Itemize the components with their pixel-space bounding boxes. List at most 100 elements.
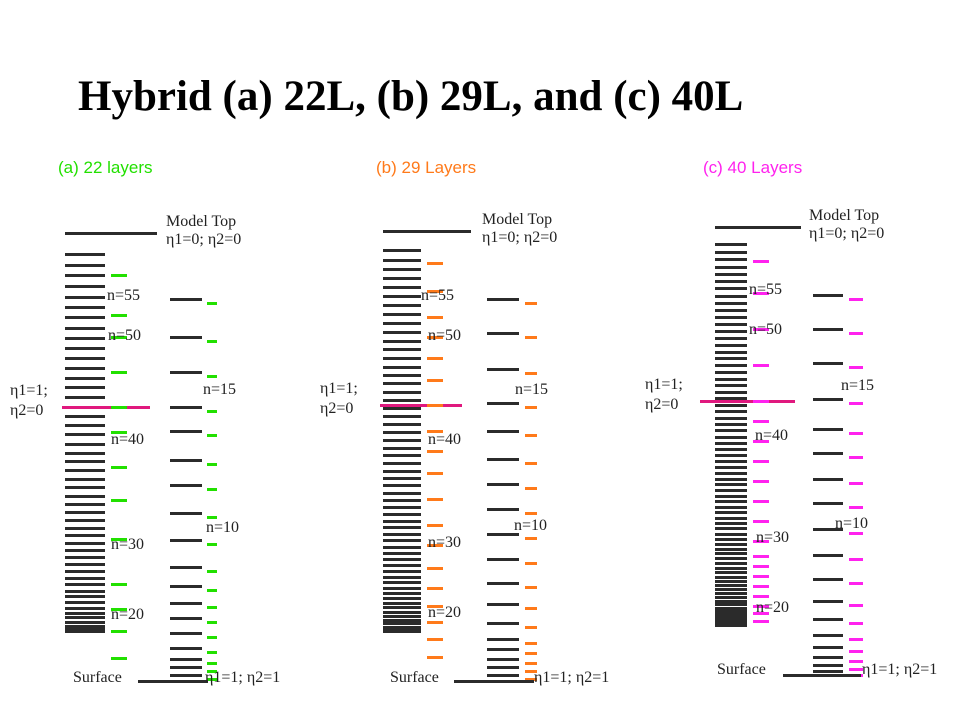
full-level (383, 391, 421, 394)
full-level (715, 323, 747, 326)
right-full-level (813, 294, 843, 297)
full-level (715, 436, 747, 439)
half-level-tick (427, 498, 443, 501)
right-full-level (487, 430, 519, 433)
full-level (715, 397, 747, 400)
half-level-tick (753, 585, 769, 588)
full-level (65, 337, 105, 340)
full-level (715, 580, 747, 583)
full-level (715, 364, 747, 367)
half-level-tick (427, 262, 443, 265)
half-level-tick (753, 460, 769, 463)
level-index-label: n=10 (514, 517, 548, 534)
full-level (383, 268, 421, 271)
right-half-level-tick (525, 512, 537, 515)
half-level-tick (753, 440, 769, 443)
full-level (383, 415, 421, 418)
full-level (715, 351, 747, 354)
full-level (383, 602, 421, 605)
full-level (715, 511, 747, 514)
right-half-level-tick (525, 406, 537, 409)
right-full-level (487, 458, 519, 461)
right-half-level-tick (849, 582, 863, 585)
right-half-level-tick (525, 607, 537, 610)
right-half-level-tick (207, 606, 217, 609)
right-full-level (813, 554, 843, 557)
right-half-level-tick (849, 532, 863, 535)
full-level (65, 556, 105, 559)
full-level (65, 316, 105, 319)
full-level (383, 581, 421, 584)
right-full-level (170, 674, 202, 677)
half-level-tick (753, 328, 769, 331)
right-half-level-tick (525, 562, 537, 565)
full-level (65, 570, 105, 573)
half-level-tick (753, 292, 769, 295)
right-half-level-tick (525, 626, 537, 629)
full-level (65, 527, 105, 530)
full-level (383, 628, 421, 631)
half-level-tick (753, 520, 769, 523)
right-half-level-tick (849, 482, 863, 485)
right-full-level (170, 602, 202, 605)
full-level (65, 549, 105, 552)
half-level-tick (427, 357, 443, 360)
full-level (65, 534, 105, 537)
model-top-level (715, 226, 801, 229)
full-level (715, 533, 747, 536)
half-level-tick (427, 450, 443, 453)
right-full-level (170, 632, 202, 635)
right-full-level (487, 402, 519, 405)
half-level-tick (753, 605, 769, 608)
full-level (715, 596, 747, 599)
full-level (383, 348, 421, 351)
full-level (65, 577, 105, 580)
full-level (65, 616, 105, 619)
full-level (715, 557, 747, 560)
half-level-tick (111, 538, 127, 541)
right-half-level-tick (207, 589, 217, 592)
full-level (65, 625, 105, 628)
right-full-level (813, 428, 843, 431)
model-top-level (65, 232, 157, 235)
full-level (383, 399, 421, 402)
full-level (65, 443, 105, 446)
right-full-level (170, 539, 202, 542)
full-level (715, 483, 747, 486)
right-full-level (813, 656, 843, 659)
half-level-tick (427, 430, 443, 433)
full-level (65, 630, 105, 633)
right-half-level-tick (849, 366, 863, 369)
right-half-level-tick (207, 543, 217, 546)
full-level (715, 295, 747, 298)
full-level (715, 621, 747, 624)
right-half-level-tick (207, 636, 217, 639)
surface-label: Surface (717, 661, 766, 678)
full-level (383, 558, 421, 561)
full-level (65, 607, 105, 610)
half-level-tick (753, 260, 769, 263)
full-level (383, 431, 421, 434)
half-level-tick (427, 379, 443, 382)
full-level (715, 460, 747, 463)
right-half-level-tick (525, 302, 537, 305)
full-level (65, 264, 105, 267)
full-level (383, 249, 421, 252)
full-level (383, 447, 421, 450)
full-level (715, 610, 747, 613)
full-level (715, 567, 747, 570)
full-level (715, 548, 747, 551)
full-level (383, 576, 421, 579)
bottom-condition-label: η1=1; η2=1 (862, 661, 938, 678)
right-half-level-tick (525, 336, 537, 339)
full-level (383, 513, 421, 516)
right-full-level (813, 328, 843, 331)
full-level (383, 611, 421, 614)
right-full-level (813, 578, 843, 581)
right-full-level (487, 582, 519, 585)
full-level (715, 454, 747, 457)
right-full-level (813, 478, 843, 481)
half-level-tick (427, 605, 443, 608)
full-level (383, 439, 421, 442)
level-index-label: n=50 (108, 327, 142, 344)
